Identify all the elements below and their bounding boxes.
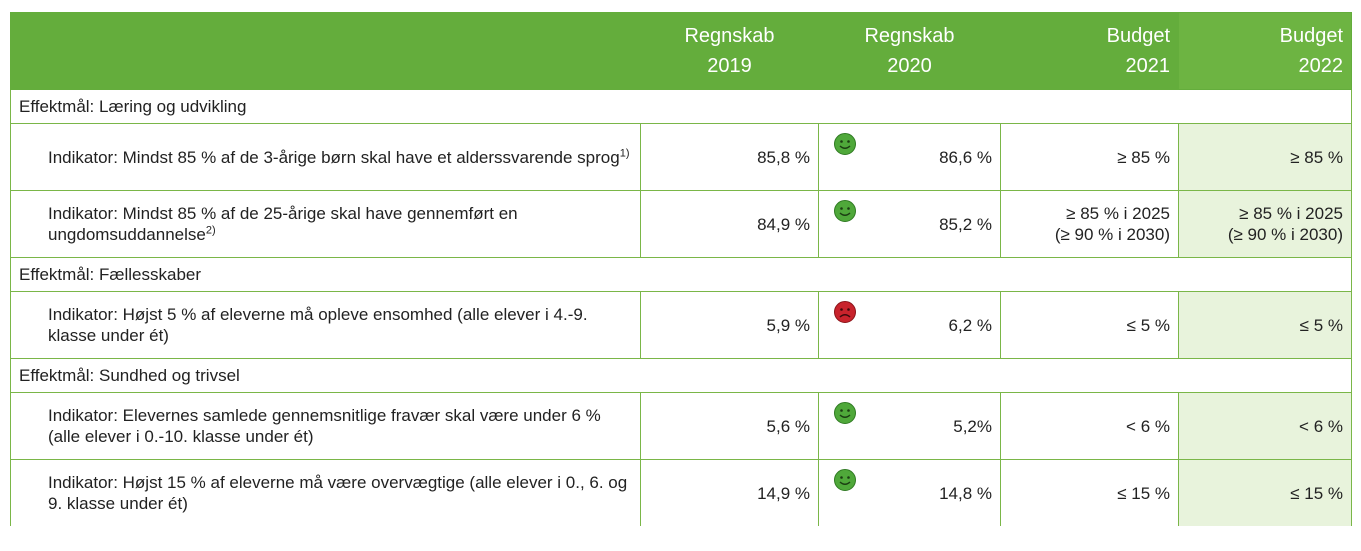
value-cell: 14,9 % <box>640 459 819 526</box>
indicator-text: Indikator: Elevernes samlede gennemsnitl… <box>48 406 601 446</box>
value-cell: ≤ 15 % <box>1178 459 1352 526</box>
indicator-text: Indikator: Højst 5 % af eleverne må ople… <box>48 305 588 345</box>
value-text: 14,8 % <box>939 483 992 503</box>
indicator-row: Indikator: Højst 15 % af eleverne må vær… <box>10 459 1352 526</box>
value-cell: ≥ 85 % <box>1000 123 1179 191</box>
value-cell: 86,6 % <box>818 123 1001 191</box>
footnote: 2) <box>205 224 216 237</box>
indicator-label: Indikator: Mindst 85 % af de 25-årige sk… <box>10 190 641 258</box>
footnote: 1) <box>619 146 630 159</box>
section-row: Effektmål: Læring og udvikling <box>10 89 1352 124</box>
indicator-row: Indikator: Elevernes samlede gennemsnitl… <box>10 392 1352 460</box>
section-row: Effektmål: Sundhed og trivsel <box>10 358 1352 393</box>
value-cell: < 6 % <box>1000 392 1179 460</box>
value-cell: 6,2 % <box>818 291 1001 359</box>
value-text: 14,9 % <box>757 483 810 503</box>
section-title: Effektmål: Fællesskaber <box>10 257 1352 292</box>
indicator-row: Indikator: Højst 5 % af eleverne må ople… <box>10 291 1352 359</box>
value-text: 5,9 % <box>766 315 810 335</box>
header-cell: Budget 2021 <box>1000 12 1179 90</box>
value-text: ≥ 85 % i 2025 <box>1239 204 1343 223</box>
header-cell: Regnskab 2020 <box>818 12 1001 90</box>
value-cell: 5,2% <box>818 392 1001 460</box>
value-cell: ≥ 85 % i 2025 (≥ 90 % i 2030) <box>1178 190 1352 258</box>
indicator-text: Indikator: Mindst 85 % af de 25-årige sk… <box>48 204 518 244</box>
section-text: Effektmål: Fællesskaber <box>19 265 202 284</box>
indicator-text: Indikator: Mindst 85 % af de 3-årige bør… <box>48 147 620 167</box>
value-cell: 14,8 % <box>818 459 1001 526</box>
value-text: ≤ 15 % <box>1290 483 1343 503</box>
value-cell: < 6 % <box>1178 392 1352 460</box>
value-text: < 6 % <box>1299 416 1343 436</box>
section-text: Effektmål: Læring og udvikling <box>19 97 247 116</box>
value-text: 5,2% <box>953 416 992 436</box>
table-body: Effektmål: Læring og udvikling Indikator:… <box>10 89 1352 526</box>
value-text: 5,6 % <box>766 416 810 436</box>
value-text: ≤ 15 % <box>1117 483 1170 503</box>
value-text: 84,9 % <box>757 214 810 234</box>
value-text: 85,2 % <box>939 214 992 234</box>
value-cell: 85,2 % <box>818 190 1001 258</box>
status-frown <box>834 301 856 323</box>
indicator-row: Indikator: Mindst 85 % af de 3-årige bør… <box>10 123 1352 191</box>
section-title: Effektmål: Læring og udvikling <box>10 89 1352 124</box>
value-cell: 5,9 % <box>640 291 819 359</box>
value-cell: 5,6 % <box>640 392 819 460</box>
value-cell: 84,9 % <box>640 190 819 258</box>
section-title: Effektmål: Sundhed og trivsel <box>10 358 1352 393</box>
value-text: ≥ 85 % i 2025 <box>1066 204 1170 223</box>
value-text: 86,6 % <box>939 147 992 167</box>
value-text: (≥ 90 % i 2030) <box>1227 225 1343 244</box>
value-cell: ≤ 5 % <box>1178 291 1352 359</box>
header-row: Regnskab 2019 Regnskab 2020 Budget 2021 Bud… <box>10 12 1352 90</box>
value-text: < 6 % <box>1126 416 1170 436</box>
status-smiley <box>834 469 856 491</box>
value-cell: ≥ 85 % i 2025 (≥ 90 % i 2030) <box>1000 190 1179 258</box>
indicator-text: Indikator: Højst 15 % af eleverne må vær… <box>48 473 628 513</box>
indicator-label: Indikator: Højst 5 % af eleverne må ople… <box>10 291 641 359</box>
header-blank <box>10 12 641 90</box>
value-text: ≥ 85 % <box>1117 147 1170 167</box>
indicator-label: Indikator: Højst 15 % af eleverne må vær… <box>10 459 641 526</box>
value-text: ≥ 85 % <box>1290 147 1343 167</box>
indicator-label: Indikator: Elevernes samlede gennemsnitl… <box>10 392 641 460</box>
value-cell: 85,8 % <box>640 123 819 191</box>
value-text: ≤ 5 % <box>1299 315 1343 335</box>
value-cell: ≤ 15 % <box>1000 459 1179 526</box>
value-text: (≥ 90 % i 2030) <box>1054 225 1170 244</box>
section-text: Effektmål: Sundhed og trivsel <box>19 366 240 385</box>
section-row: Effektmål: Fællesskaber <box>10 257 1352 292</box>
status-smiley <box>834 133 856 155</box>
value-cell: ≥ 85 % <box>1178 123 1352 191</box>
indicator-row: Indikator: Mindst 85 % af de 25-årige sk… <box>10 190 1352 258</box>
value-text: 6,2 % <box>948 315 992 335</box>
value-cell: ≤ 5 % <box>1000 291 1179 359</box>
status-smiley <box>834 200 856 222</box>
kpi-table: Regnskab 2019 Regnskab 2020 Budget 2021 Bud… <box>10 12 1352 526</box>
value-text: ≤ 5 % <box>1126 315 1170 335</box>
header-cell: Budget 2022 <box>1178 12 1352 90</box>
status-smiley <box>834 402 856 424</box>
header-cell: Regnskab 2019 <box>640 12 819 90</box>
indicator-label: Indikator: Mindst 85 % af de 3-årige bør… <box>10 123 641 191</box>
value-text: 85,8 % <box>757 147 810 167</box>
